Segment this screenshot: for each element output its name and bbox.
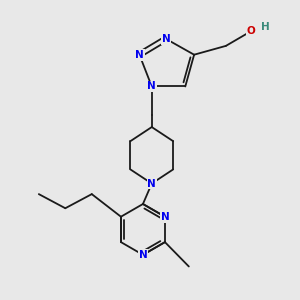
Text: N: N <box>139 250 147 260</box>
Text: N: N <box>135 50 144 60</box>
Text: N: N <box>147 178 156 188</box>
Text: N: N <box>161 34 170 44</box>
Text: N: N <box>160 212 169 222</box>
Text: O: O <box>247 26 256 36</box>
Text: H: H <box>261 22 270 32</box>
Text: N: N <box>147 82 156 92</box>
